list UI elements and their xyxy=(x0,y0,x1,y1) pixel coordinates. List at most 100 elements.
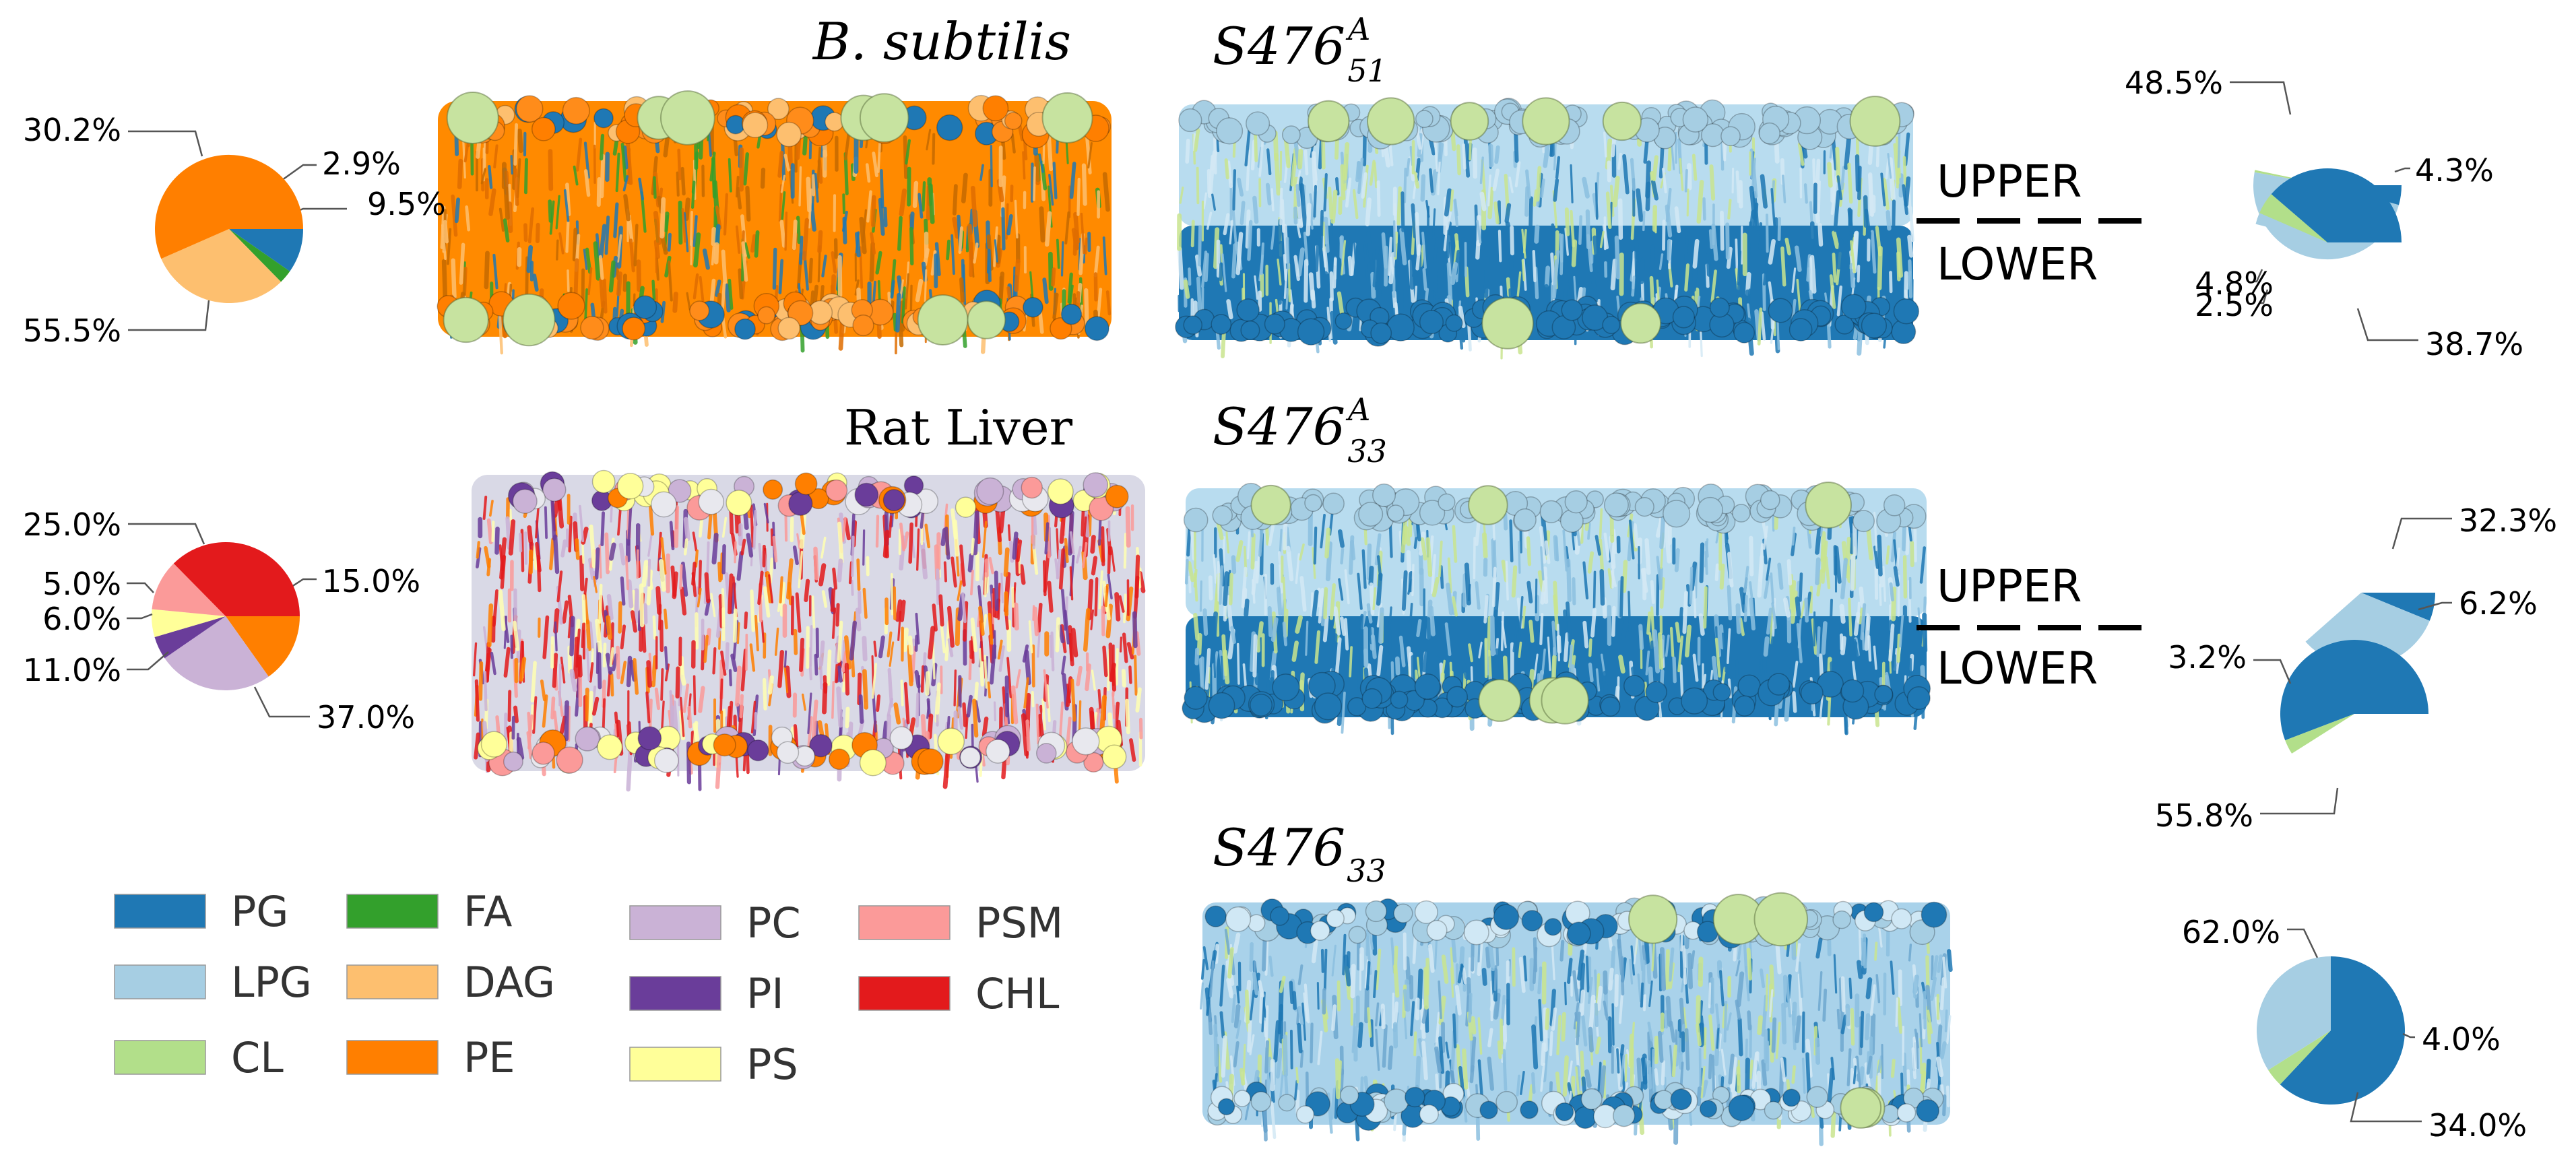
lipid-tail xyxy=(1374,1002,1380,1027)
lipid-tail xyxy=(1877,534,1883,576)
lipid-tail xyxy=(1632,523,1639,549)
lipid-tail xyxy=(698,686,705,713)
lipid-tail xyxy=(1521,259,1525,282)
lipid-tail xyxy=(769,557,774,585)
pie-ratliver-label-ps: 6.0% xyxy=(42,601,121,637)
lipid-tail xyxy=(1684,624,1692,658)
lipid-tail xyxy=(1680,930,1683,952)
lipid-tail xyxy=(1656,556,1663,591)
lipid-tail xyxy=(1817,970,1823,1011)
lipid-head xyxy=(1733,322,1756,343)
lipid-tail xyxy=(1042,143,1045,164)
lipid-tail xyxy=(1882,177,1890,211)
lipid-tail xyxy=(741,241,748,282)
lipid-tail xyxy=(474,732,480,760)
legend-label-psm: PSM xyxy=(975,898,1063,948)
lipid-tail xyxy=(1477,1017,1483,1055)
lipid-tail xyxy=(1775,943,1782,975)
lipid-tail xyxy=(899,188,907,217)
lipid-tail xyxy=(1235,540,1244,562)
lipid-tail xyxy=(1310,1022,1314,1063)
lipid-tail xyxy=(1540,575,1548,605)
lipid-tail xyxy=(1329,271,1334,302)
lipid-tail xyxy=(1553,178,1559,202)
lipid-tail xyxy=(1533,189,1538,207)
lipid-tail xyxy=(1832,253,1837,283)
lipid-tail xyxy=(1839,603,1846,624)
lipid-head xyxy=(1419,1104,1439,1124)
lipid-tail xyxy=(1652,629,1661,673)
lipid-tail xyxy=(1876,1055,1883,1076)
lipid-tail xyxy=(1035,703,1040,745)
lipid-tail xyxy=(1765,213,1769,253)
lipid-tail xyxy=(1633,937,1638,964)
lipid-tail xyxy=(876,694,881,713)
lipid-tail xyxy=(1815,521,1822,555)
lipid-tail xyxy=(1577,949,1585,981)
lipid-tail xyxy=(1125,698,1130,735)
lipid-tail xyxy=(1679,158,1684,191)
pie-ratliver-label-psm: 11.0% xyxy=(23,652,121,688)
pie-bsubtilis: 9.5%2.9%30.2%55.5% xyxy=(23,112,446,349)
legend-swatch-pi xyxy=(629,976,721,1011)
lipid-tail xyxy=(1794,245,1802,272)
lipid-tail xyxy=(1438,540,1443,578)
lipid-tail xyxy=(735,175,740,198)
lipid-tail xyxy=(1650,244,1656,269)
lipid-tail xyxy=(1438,980,1442,1020)
lipid-tail xyxy=(1815,937,1823,959)
lipid-tail xyxy=(935,682,941,715)
lipid-tail xyxy=(1758,543,1764,583)
lipid-head xyxy=(1212,505,1233,526)
lipid-tail xyxy=(1481,967,1487,986)
lipid-tail xyxy=(1701,1080,1708,1098)
lipid-tail xyxy=(1784,237,1791,256)
lipid-tail xyxy=(1325,541,1332,582)
cardiolipin-head xyxy=(503,293,556,347)
lipid-head xyxy=(854,482,879,507)
lipid-tail xyxy=(772,247,777,290)
lipid-tail xyxy=(732,608,738,643)
lipid-tail xyxy=(743,152,749,186)
lipid-tail xyxy=(638,177,645,201)
lipid-tail xyxy=(451,258,457,299)
lipid-tail xyxy=(616,271,622,296)
lipid-tail xyxy=(920,541,928,580)
lipid-tail xyxy=(1226,299,1233,320)
pie-S47633-label-pg: 62.0% xyxy=(2182,914,2280,950)
lipid-tail xyxy=(1132,611,1138,649)
lipid-tail xyxy=(1003,547,1010,577)
lipid-tail xyxy=(740,649,748,692)
lipid-head xyxy=(713,733,736,757)
membrane-s476a33 xyxy=(1182,482,1931,735)
lipid-tail xyxy=(1919,546,1927,584)
lipid-tail xyxy=(990,144,993,188)
lipid-tail xyxy=(1392,1022,1398,1049)
lipid-tail xyxy=(1896,251,1901,282)
lipid-head xyxy=(1084,316,1109,341)
lipid-tail xyxy=(1727,628,1731,664)
cardiolipin-head xyxy=(1840,1087,1882,1129)
lipid-tail xyxy=(1893,143,1900,185)
lipid-tail xyxy=(1696,179,1704,224)
lipid-tail xyxy=(1547,636,1551,671)
lipid-tail xyxy=(639,583,645,628)
lipid-tail xyxy=(1399,228,1407,265)
lipid-head xyxy=(1764,1100,1783,1120)
lipid-tail xyxy=(1395,656,1400,676)
lipid-tail xyxy=(1249,942,1254,973)
lipid-tail xyxy=(792,545,799,566)
lipid-tail xyxy=(702,249,710,270)
lipid-tail xyxy=(1303,150,1309,176)
lipid-tail xyxy=(1848,597,1853,637)
lipid-tail xyxy=(1749,185,1757,220)
lipid-tail xyxy=(1902,1052,1908,1087)
lipid-tail xyxy=(990,644,997,685)
lipid-tail xyxy=(862,669,869,710)
lipid-head xyxy=(1840,679,1865,703)
lipid-tail xyxy=(553,534,560,574)
lipid-tail xyxy=(1194,572,1198,602)
lipid-tail xyxy=(1715,1003,1720,1028)
lipid-head xyxy=(809,733,833,758)
lipid-tail xyxy=(1082,516,1087,552)
